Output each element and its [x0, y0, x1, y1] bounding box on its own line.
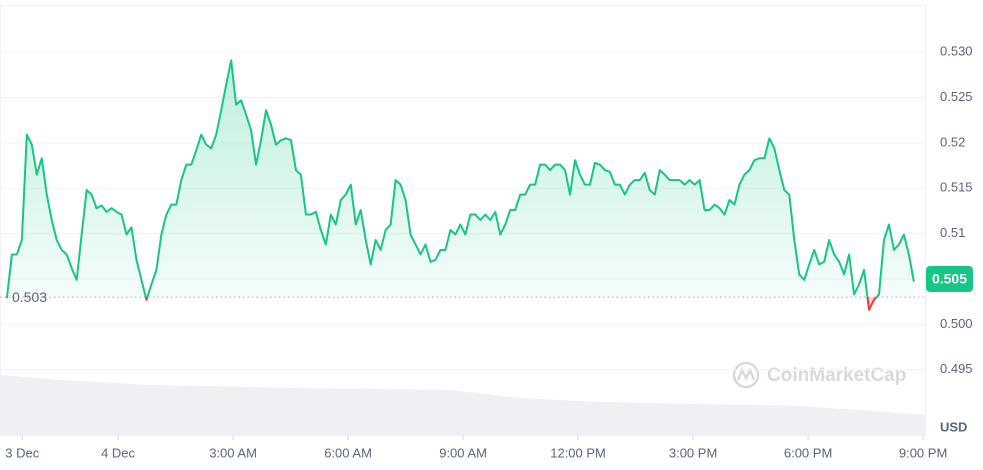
- y-tick-label: 0.525: [940, 89, 973, 104]
- area-up: [7, 60, 914, 298]
- watermark-logo-mark: [736, 366, 756, 381]
- x-tick-label: 3:00 AM: [209, 445, 257, 460]
- price-line-up: [5, 59, 915, 298]
- watermark-logo: [732, 361, 760, 389]
- baseline-label: 0.503: [12, 289, 47, 305]
- x-tick-label: 6:00 PM: [784, 445, 832, 460]
- currency-label: USD: [940, 419, 967, 434]
- y-tick-label: 0.500: [940, 316, 973, 331]
- y-tick-label: 0.530: [940, 44, 973, 59]
- watermark-text: CoinMarketCap: [767, 365, 906, 386]
- y-tick-label: 0.515: [940, 180, 973, 195]
- x-tick-label: 12:00 PM: [550, 445, 606, 460]
- y-tick-label: 0.495: [940, 361, 973, 376]
- last-price-badge: [926, 265, 973, 292]
- x-tick-label: 6:00 AM: [324, 445, 372, 460]
- y-tick-label: 0.51: [940, 225, 965, 240]
- last-price-label: 0.505: [932, 271, 967, 287]
- y-tick-label: 0.52: [940, 134, 965, 149]
- x-tick-label: 9:00 AM: [439, 445, 487, 460]
- volume-area: [0, 375, 925, 435]
- watermark: CoinMarketCap: [732, 361, 906, 389]
- x-tick-label: 3 Dec: [5, 445, 39, 460]
- x-tick-label: 9:00 PM: [899, 445, 947, 460]
- x-tick-label: 4 Dec: [101, 445, 135, 460]
- x-tick-label: 3:00 PM: [669, 445, 717, 460]
